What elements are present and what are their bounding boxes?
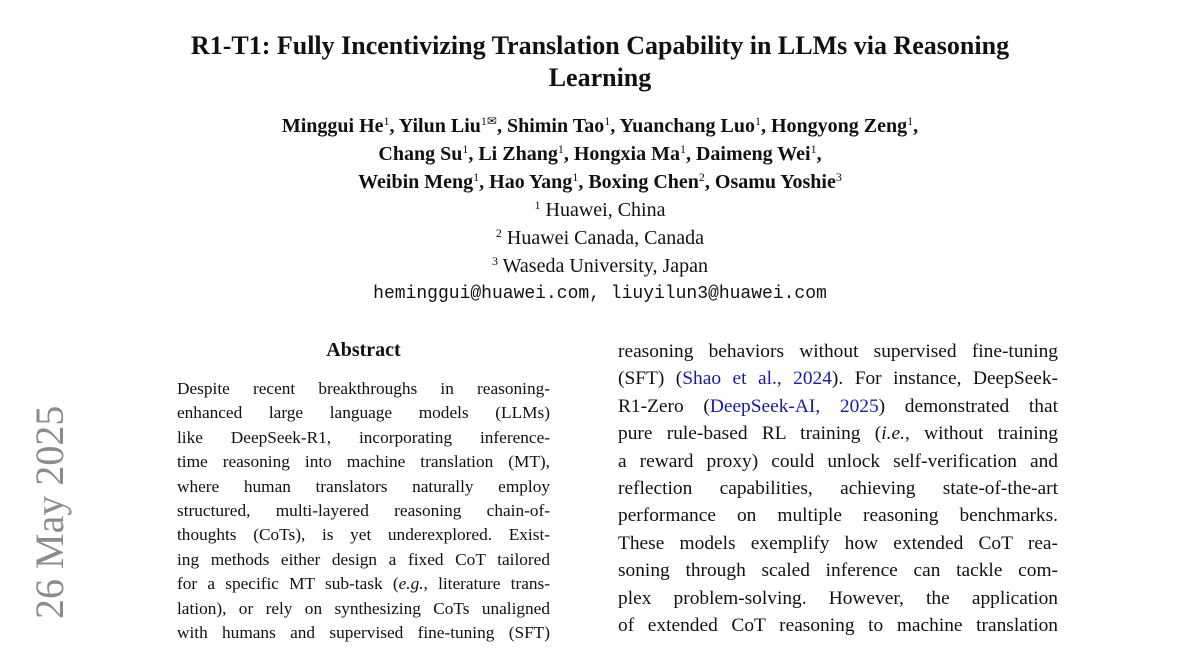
text-line: lation), or rely on synthesizing CoTs un… <box>177 598 550 618</box>
affiliation-mark: 1 <box>907 114 914 129</box>
paper-title: R1-T1: Fully Incentivizing Translation C… <box>100 30 1100 94</box>
author-name: Shimin Tao1 <box>506 114 611 137</box>
affiliation: 2 Huawei Canada, Canada <box>495 226 705 249</box>
title-line: R1-T1: Fully Incentivizing Translation C… <box>190 31 1010 60</box>
text-span: (SFT) ( <box>618 368 683 390</box>
text-line: soning through scaled inference can tack… <box>618 560 1058 582</box>
text-span: ) demonstrated that <box>878 395 1058 417</box>
italic-abbrev: e.g. <box>398 574 424 594</box>
text-line: (SFT) (Shao et al., 2024). For instance,… <box>618 365 1058 392</box>
text-line: reflection capabilities, achieving state… <box>618 478 1058 500</box>
author-name: Osamu Yoshie3 <box>714 170 842 193</box>
title-line: Learning <box>548 63 652 92</box>
author-name: Hongxia Ma1 <box>573 142 686 165</box>
text-line: R1-Zero (DeepSeek-AI, 2025) demonstrated… <box>618 393 1058 420</box>
author-line: Weibin Meng1, Hao Yang1, Boxing Chen2, O… <box>358 170 842 193</box>
text-span: , without training <box>904 423 1058 445</box>
author-line: Chang Su1, Li Zhang1, Hongxia Ma1, Daime… <box>378 142 822 165</box>
text-line: time reasoning into machine translation … <box>177 452 550 472</box>
text-span: ). For instance, DeepSeek- <box>831 368 1059 390</box>
text-line: thoughts (CoTs), is yet underexplored. E… <box>177 525 550 545</box>
affiliation: 3 Waseda University, Japan <box>492 254 708 277</box>
italic-abbrev: i.e. <box>881 423 905 445</box>
text-line: where human translators naturally employ <box>177 476 550 496</box>
introduction-rest: a reward proxy) could unlock self-verifi… <box>618 448 1058 640</box>
text-line: performance on multiple reasoning benchm… <box>618 505 1058 527</box>
affiliation-mark: 1 <box>473 170 480 185</box>
author-name: Hongyong Zeng1 <box>770 114 914 137</box>
citation-link[interactable]: Shao et al., 2024 <box>682 368 832 390</box>
author-name: Daimeng Wei1 <box>695 142 817 165</box>
text-line: Despite recent breakthroughs in reasonin… <box>177 379 550 398</box>
text-line: a reward proxy) could unlock self-verifi… <box>618 450 1058 472</box>
author-list: Minggui He1, Yilun Liu1✉, Shimin Tao1, Y… <box>100 112 1100 196</box>
citation-link[interactable]: DeepSeek-AI, 2025 <box>709 395 879 417</box>
affiliation-mark: 1 <box>534 198 541 213</box>
text-line: like DeepSeek-R1, incorporating inferenc… <box>177 427 550 447</box>
author-name: Li Zhang1 <box>478 142 564 165</box>
affiliation-mark: 1 <box>810 142 817 157</box>
text-line: of extended CoT reasoning to machine tra… <box>618 615 1058 637</box>
author-name: Yilun Liu1✉ <box>398 114 497 137</box>
affiliation-mark: 1 <box>557 142 564 157</box>
affiliations: 1 Huawei, China 2 Huawei Canada, Canada 3 … <box>100 196 1100 280</box>
affiliation: 1 Huawei, China <box>534 198 666 221</box>
affiliation-mark: 1 <box>383 114 390 129</box>
text-line: structured, multi-layered reasoning chai… <box>177 501 550 521</box>
author-name: Yuanchang Luo1 <box>619 114 761 137</box>
text-line: plex problem-solving. However, the appli… <box>618 587 1058 609</box>
text-line: These models exemplify how extended CoT … <box>618 532 1058 554</box>
text-line: enhanced large language models (LLMs) <box>177 403 550 423</box>
affiliation-mark: 1 <box>462 142 469 157</box>
author-name: Hao Yang1 <box>489 170 579 193</box>
arxiv-date-stamp: 26 May 2025 <box>27 405 72 619</box>
text-line: pure rule-based RL training (i.e., witho… <box>618 420 1058 447</box>
contact-emails: heminggui@huawei.com, liuyilun3@huawei.c… <box>373 284 827 304</box>
author-line: Minggui He1, Yilun Liu1✉, Shimin Tao1, Y… <box>281 114 919 137</box>
affiliation-mark: 1 <box>754 114 761 129</box>
text-line: reasoning behaviors without supervised f… <box>618 341 1058 362</box>
text-span: pure rule-based RL training ( <box>618 423 882 445</box>
affiliation-mark: 3 <box>835 170 842 185</box>
text-line: ing methods either design a fixed CoT ta… <box>177 549 550 569</box>
text-line: with humans and supervised fine-tuning (… <box>177 623 550 643</box>
abstract-heading: Abstract <box>326 339 401 361</box>
text-line: for a specific MT sub-task (e.g., litera… <box>177 574 550 594</box>
author-name: Chang Su1 <box>378 142 469 165</box>
author-name: Boxing Chen2 <box>588 170 705 193</box>
author-name: Weibin Meng1 <box>358 170 480 193</box>
affiliation-mark: 2 <box>698 170 705 185</box>
affiliation-mark: 1 <box>572 170 579 185</box>
affiliation-mark: 1✉ <box>480 114 497 129</box>
text-span: R1-Zero ( <box>618 395 710 417</box>
affiliation-mark: 1 <box>679 142 686 157</box>
author-name: Minggui He1 <box>281 114 390 137</box>
affiliation-mark: 2 <box>495 226 502 241</box>
paper-header: R1-T1: Fully Incentivizing Translation C… <box>100 30 1100 306</box>
affiliation-mark: 3 <box>492 254 498 269</box>
abstract-body: Despite recent breakthroughs in reasonin… <box>177 377 550 645</box>
affiliation-mark: 1 <box>604 114 611 129</box>
introduction-text: reasoning behaviors without supervised f… <box>618 338 1058 639</box>
